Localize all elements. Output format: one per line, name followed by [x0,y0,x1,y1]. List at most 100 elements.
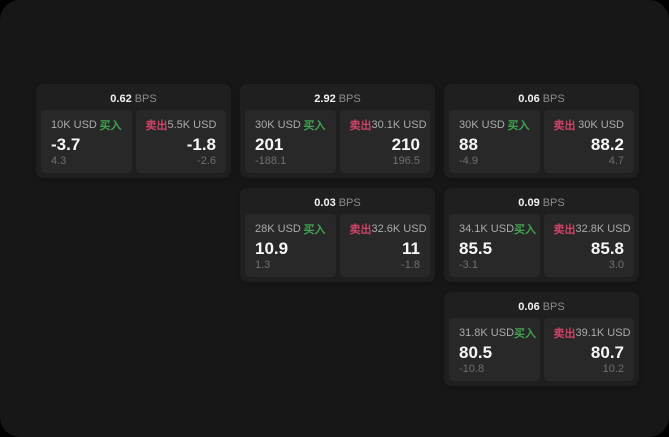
sell-size: 5.5K USD [167,119,217,131]
sell-panel[interactable]: 卖出 5.5K USD -1.8 -2.6 [135,110,226,173]
sell-delta: 10.2 [602,363,624,375]
sell-panel[interactable]: 卖出 39.1K USD 80.7 10.2 [543,318,634,381]
buy-panel-top: 34.1K USD 买入 [459,221,536,237]
sell-side-label: 卖出 [553,224,576,236]
quote-card-grid: 0.62 BPS 10K USD 买入 -3.7 4.3 卖出 5.5K USD [36,84,639,386]
buy-side-label: 买入 [507,120,530,132]
buy-sell-panels: 28K USD 买入 10.9 1.3 卖出 32.6K USD 11 -1.8 [245,214,430,277]
buy-panel[interactable]: 30K USD 买入 88 -4.9 [449,110,540,173]
sell-panel-top: 卖出 39.1K USD [553,325,631,341]
sell-delta: 196.5 [392,155,420,167]
buy-panel[interactable]: 34.1K USD 买入 85.5 -3.1 [449,214,540,277]
buy-panel[interactable]: 28K USD 买入 10.9 1.3 [245,214,336,277]
buy-price: 85.5 [459,239,493,258]
spread-value: 0.62 [110,93,132,105]
spread-header: 0.62 BPS [41,89,226,106]
sell-size: 30K USD [578,119,624,131]
buy-side-label: 买入 [303,224,326,236]
bps-unit-label: BPS [542,93,565,105]
buy-panel-top: 30K USD 买入 [459,117,530,133]
spread-header: 0.06 BPS [449,297,634,314]
buy-delta: -4.9 [459,155,478,167]
buy-delta: 1.3 [255,259,271,271]
sell-side-label: 卖出 [553,328,576,340]
buy-price: 10.9 [255,239,289,258]
sell-panel[interactable]: 卖出 30.1K USD 210 196.5 [339,110,430,173]
buy-sell-panels: 34.1K USD 买入 85.5 -3.1 卖出 32.8K USD 85.8… [449,214,634,277]
sell-delta: 3.0 [608,259,624,271]
buy-price: 201 [255,135,284,154]
buy-sell-panels: 10K USD 买入 -3.7 4.3 卖出 5.5K USD -1.8 -2.… [41,110,226,173]
sell-price: 85.8 [590,239,624,258]
sell-size: 30.1K USD [371,119,427,131]
buy-size: 28K USD [255,223,301,235]
sell-panel[interactable]: 卖出 32.6K USD 11 -1.8 [339,214,430,277]
sell-size: 32.6K USD [371,223,427,235]
buy-delta: 4.3 [51,155,67,167]
sell-size: 32.8K USD [575,223,631,235]
bps-unit-label: BPS [542,301,565,313]
buy-sell-panels: 31.8K USD 买入 80.5 -10.8 卖出 39.1K USD 80.… [449,318,634,381]
buy-price: -3.7 [51,135,81,154]
sell-panel-top: 卖出 30K USD [554,117,625,133]
buy-size: 30K USD [255,119,301,131]
sell-size: 39.1K USD [575,327,631,339]
bps-unit-label: BPS [134,93,157,105]
sell-panel-top: 卖出 32.8K USD [553,221,631,237]
bps-unit-label: BPS [338,93,361,105]
sell-side-label: 卖出 [145,120,168,132]
spread-header: 2.92 BPS [245,89,430,106]
buy-panel[interactable]: 30K USD 买入 201 -188.1 [245,110,336,173]
buy-size: 31.8K USD [459,327,515,339]
quote-card-5: 0.09 BPS 34.1K USD 买入 85.5 -3.1 卖出 32.8K … [444,188,639,282]
quote-card-6: 0.06 BPS 31.8K USD 买入 80.5 -10.8 卖出 39.1K… [444,292,639,386]
buy-price: 88 [459,135,478,154]
spread-header: 0.06 BPS [449,89,634,106]
quote-card-3: 0.06 BPS 30K USD 买入 88 -4.9 卖出 30K USD [444,84,639,178]
quote-card-4: 0.03 BPS 28K USD 买入 10.9 1.3 卖出 32.6K USD [240,188,435,282]
buy-size: 10K USD [51,119,97,131]
sell-delta: -2.6 [197,155,216,167]
bps-unit-label: BPS [542,197,565,209]
sell-panel-top: 卖出 5.5K USD [146,117,217,133]
spread-value: 0.06 [518,93,540,105]
bps-unit-label: BPS [338,197,361,209]
sell-delta: -1.8 [401,259,420,271]
buy-delta: -10.8 [459,363,485,375]
sell-delta: 4.7 [608,155,624,167]
spread-value: 0.09 [518,197,540,209]
buy-panel-top: 28K USD 买入 [255,221,326,237]
buy-side-label: 买入 [99,120,122,132]
sell-panel[interactable]: 卖出 32.8K USD 85.8 3.0 [543,214,634,277]
buy-size: 30K USD [459,119,505,131]
sell-price: 88.2 [590,135,624,154]
spread-value: 2.92 [314,93,336,105]
buy-panel-top: 30K USD 买入 [255,117,326,133]
sell-price: -1.8 [186,135,216,154]
spread-header: 0.03 BPS [245,193,430,210]
sell-side-label: 卖出 [349,224,372,236]
sell-price: 210 [391,135,420,154]
buy-delta: -3.1 [459,259,478,271]
buy-panel-top: 31.8K USD 买入 [459,325,536,341]
sell-side-label: 卖出 [553,120,576,132]
sell-side-label: 卖出 [349,120,372,132]
sell-panel[interactable]: 卖出 30K USD 88.2 4.7 [543,110,634,173]
quote-card-2: 2.92 BPS 30K USD 买入 201 -188.1 卖出 30.1K U… [240,84,435,178]
buy-price: 80.5 [459,343,493,362]
sell-price: 80.7 [590,343,624,362]
sell-panel-top: 卖出 30.1K USD [349,117,427,133]
spread-value: 0.06 [518,301,540,313]
buy-panel-top: 10K USD 买入 [51,117,122,133]
spread-value: 0.03 [314,197,336,209]
buy-size: 34.1K USD [459,223,515,235]
buy-delta: -188.1 [255,155,287,167]
buy-side-label: 买入 [514,224,537,236]
sell-panel-top: 卖出 32.6K USD [349,221,427,237]
spread-header: 0.09 BPS [449,193,634,210]
sell-price: 11 [402,239,420,258]
buy-panel[interactable]: 31.8K USD 买入 80.5 -10.8 [449,318,540,381]
buy-panel[interactable]: 10K USD 买入 -3.7 4.3 [41,110,132,173]
buy-side-label: 买入 [514,328,537,340]
